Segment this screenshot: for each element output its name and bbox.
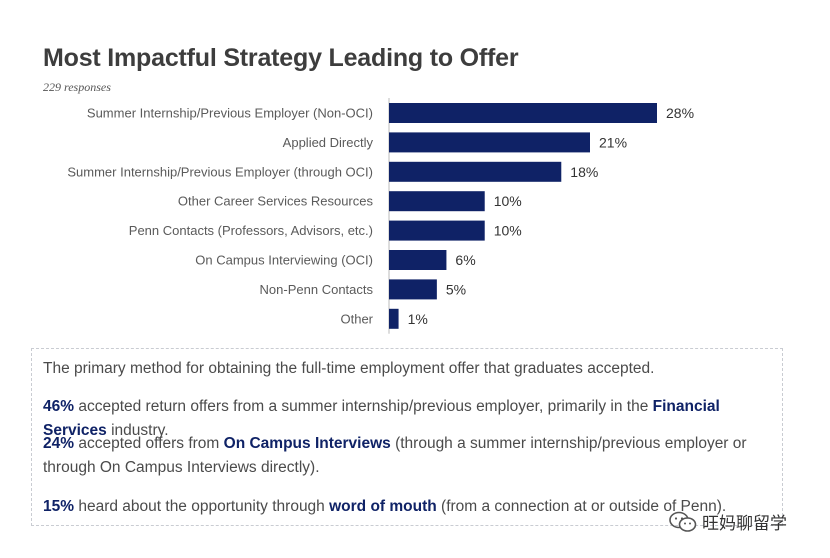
value-label: 1% <box>408 311 428 327</box>
summary-3-text-b: (from a connection at or outside of Penn… <box>436 498 727 515</box>
bar <box>389 250 447 270</box>
summary-3-text-a: heard about the opportunity through <box>74 498 330 515</box>
summary-2-text-b: (through a summer internship/previous em… <box>43 435 747 476</box>
bar <box>389 308 399 329</box>
summary-2-percent: 24% <box>43 435 75 452</box>
bar <box>389 103 657 123</box>
watermark-text: 旺妈聊留学 <box>702 514 787 533</box>
value-label: 10% <box>494 193 522 209</box>
bar <box>389 132 590 153</box>
value-label: 18% <box>570 164 598 180</box>
summary-point-1: 46% accepted return offers from a summer… <box>43 395 768 443</box>
responses-count: 229 responses <box>43 80 111 94</box>
summary-1-highlight: Financial Services <box>43 398 720 439</box>
category-label: On Campus Interviewing (OCI) <box>195 253 373 268</box>
summary-3-percent: 15% <box>43 498 75 515</box>
value-label: 28% <box>666 105 694 121</box>
summary-intro: The primary method for obtaining the ful… <box>43 360 655 377</box>
bar <box>389 220 485 241</box>
category-label: Penn Contacts (Professors, Advisors, etc… <box>129 223 373 238</box>
bar <box>389 161 562 182</box>
chart-title: Most Impactful Strategy Leading to Offer <box>43 44 519 72</box>
category-label: Summer Internship/Previous Employer (thr… <box>67 164 373 179</box>
summary-3-highlight: word of mouth <box>329 498 437 515</box>
category-label: Summer Internship/Previous Employer (Non… <box>87 106 373 121</box>
summary-point-2: 24% accepted offers from On Campus Inter… <box>43 432 768 480</box>
summary-point-3: 15% heard about the opportunity through … <box>43 495 768 519</box>
summary-2-highlight: On Campus Interviews <box>223 435 391 452</box>
value-label: 5% <box>446 281 466 297</box>
value-label: 21% <box>599 134 627 150</box>
bar <box>389 279 437 300</box>
watermark: 旺妈聊留学 <box>668 509 787 534</box>
summary-1-text-b: industry. <box>106 422 169 439</box>
summary-1-percent: 46% <box>43 398 75 415</box>
summary-box: The primary method for obtaining the ful… <box>31 348 783 526</box>
wechat-icon <box>669 511 697 532</box>
bar <box>389 191 485 212</box>
category-label: Other Career Services Resources <box>178 194 374 209</box>
value-label: 6% <box>455 252 475 268</box>
category-label: Non-Penn Contacts <box>260 282 374 297</box>
summary-2-text-a: accepted offers from <box>74 435 224 452</box>
category-label: Applied Directly <box>283 135 374 150</box>
summary-1-text-a: accepted return offers from a summer int… <box>74 398 653 415</box>
value-label: 10% <box>494 223 522 239</box>
bar-chart: Summer Internship/Previous Employer (Non… <box>67 98 694 334</box>
category-label: Other <box>340 311 373 326</box>
